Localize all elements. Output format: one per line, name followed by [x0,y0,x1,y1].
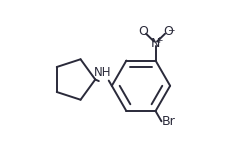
Text: O: O [138,25,148,38]
Text: +: + [155,36,163,45]
Text: O: O [163,25,173,38]
Text: Br: Br [162,115,176,128]
Text: −: − [167,25,175,34]
Text: NH: NH [94,66,111,79]
Text: N: N [151,37,160,50]
